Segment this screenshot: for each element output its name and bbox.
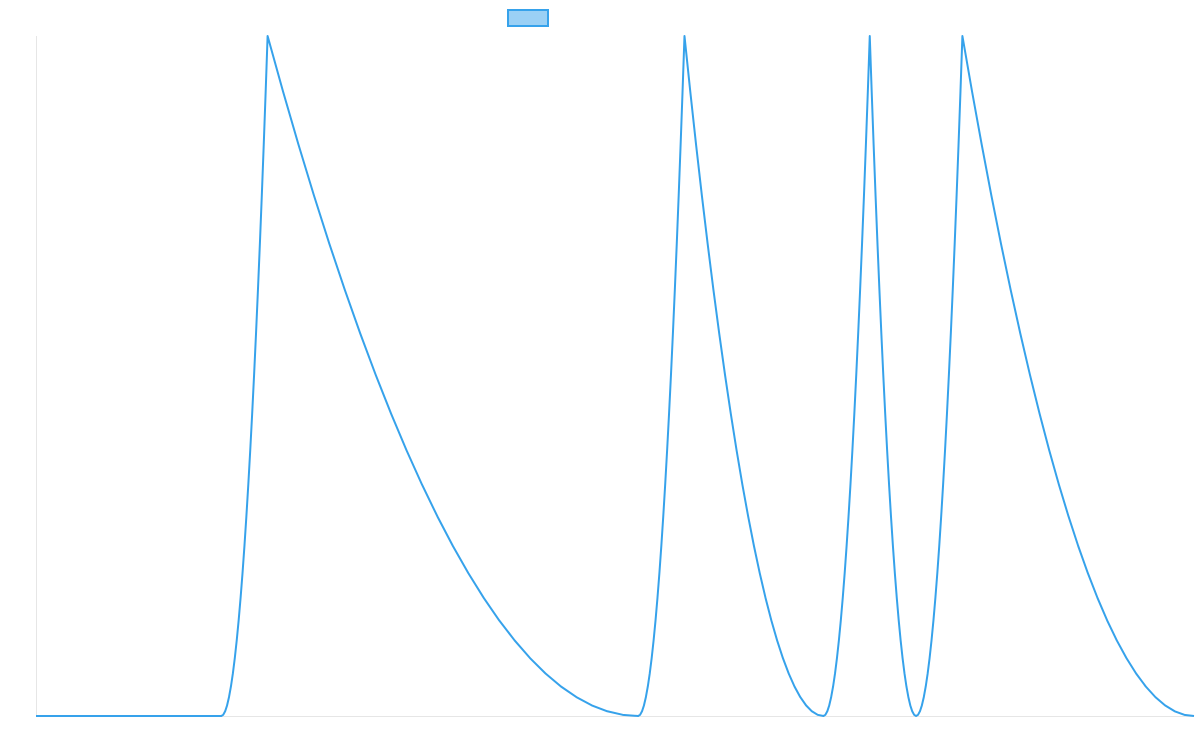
series-line-0: [36, 35, 1195, 717]
data-point[interactable]: [32, 712, 40, 720]
data-point[interactable]: [1190, 712, 1198, 720]
data-point[interactable]: [680, 32, 688, 40]
data-point[interactable]: [264, 32, 272, 40]
data-point[interactable]: [958, 32, 966, 40]
data-point[interactable]: [912, 712, 920, 720]
legend[interactable]: [507, 9, 549, 27]
data-point[interactable]: [634, 712, 642, 720]
data-point[interactable]: [866, 32, 874, 40]
legend-swatch[interactable]: [507, 9, 549, 27]
series-group: [36, 35, 1195, 717]
data-point[interactable]: [819, 712, 827, 720]
data-point[interactable]: [217, 712, 225, 720]
